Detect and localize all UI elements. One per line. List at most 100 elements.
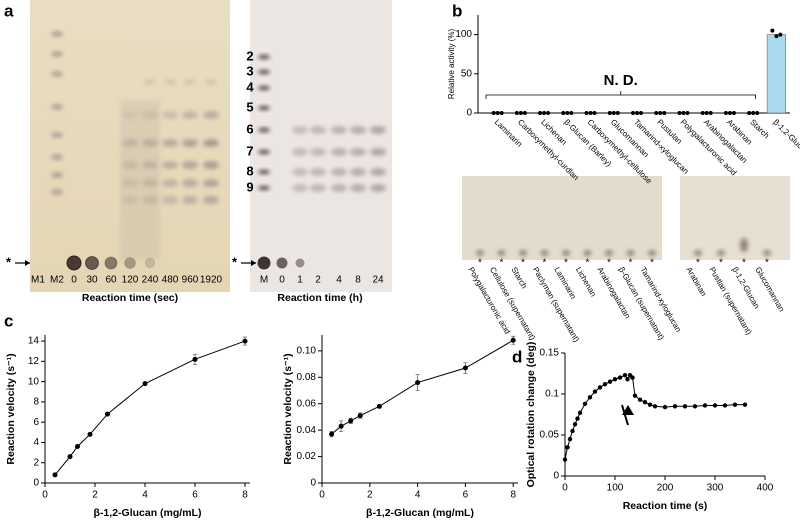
point <box>522 111 527 115</box>
lane-label: 0 <box>71 275 77 286</box>
x-tick-label: 100 <box>607 483 624 494</box>
asterisk: * <box>521 258 525 269</box>
point <box>677 111 682 115</box>
spot <box>694 250 702 256</box>
lane-label: 480 <box>162 275 179 286</box>
marker-label: 5 <box>12 106 19 121</box>
panel-label: b <box>452 1 462 20</box>
spot <box>350 168 366 176</box>
y-tick-label: 0.02 <box>297 451 317 462</box>
point <box>575 416 580 421</box>
lane-label: 4 <box>336 275 342 286</box>
x-axis-title: Reaction time (s) <box>623 500 708 512</box>
point <box>625 377 630 382</box>
y-axis-title: Relative activity (%) <box>447 29 456 100</box>
axis-title: Reaction time (h) <box>277 292 362 304</box>
asterisk: * <box>719 258 723 269</box>
point <box>192 356 198 362</box>
spot <box>51 154 63 160</box>
spot <box>292 126 308 134</box>
spot <box>258 149 270 155</box>
point <box>612 377 618 382</box>
tlc-spots <box>51 31 771 271</box>
marker-label: 9 <box>246 179 253 194</box>
x-tick-label: 300 <box>707 483 724 494</box>
point <box>708 111 713 115</box>
marker-label: 8 <box>246 163 253 178</box>
lane-label: 2 <box>315 275 321 286</box>
point <box>565 111 570 115</box>
marker-label: 3 <box>12 53 19 68</box>
point <box>632 393 638 398</box>
spot <box>562 250 570 256</box>
point <box>538 111 543 115</box>
spot <box>162 196 178 204</box>
spot <box>164 79 176 85</box>
spot <box>51 104 63 110</box>
point <box>692 404 698 409</box>
x-tick-label: 8 <box>510 490 516 501</box>
y-tick-label: 0.15 <box>540 348 560 359</box>
spot <box>519 250 527 256</box>
asterisk: * <box>696 258 700 269</box>
point <box>727 111 732 115</box>
tlc-plate <box>250 0 392 292</box>
spot <box>205 79 217 85</box>
y-tick-label: 4 <box>33 437 39 448</box>
spot <box>583 250 592 256</box>
spot <box>276 257 288 269</box>
y-tick-label: 14 <box>28 336 40 347</box>
spot <box>182 139 198 147</box>
spot <box>370 126 386 134</box>
point <box>622 372 628 378</box>
spot <box>292 168 308 176</box>
lane-label: Paclyman (supernatant) <box>531 266 581 344</box>
spot <box>331 168 347 176</box>
marker-label: 7 <box>246 143 253 158</box>
arrow-head <box>25 260 30 266</box>
spot <box>717 250 725 256</box>
x-tick-label: 6 <box>463 490 469 501</box>
point <box>642 400 648 405</box>
spot <box>184 79 196 85</box>
x-tick-label: 0 <box>319 490 325 501</box>
point <box>602 381 608 387</box>
x-tick-label: 4 <box>142 490 148 501</box>
x-axis-title: β-1,2-Glucan (mg/mL) <box>94 507 202 519</box>
arrow-head <box>622 405 634 415</box>
point <box>561 111 566 115</box>
spot <box>144 79 156 85</box>
marker-label: 6 <box>246 121 253 136</box>
point <box>723 111 728 115</box>
point <box>712 403 718 408</box>
lane-label: 960 <box>182 275 199 286</box>
point <box>565 445 570 450</box>
spot <box>310 148 326 156</box>
asterisk: * <box>765 258 769 269</box>
point <box>242 338 248 344</box>
point <box>542 111 547 115</box>
point <box>682 404 688 409</box>
tlc-plate <box>680 176 790 260</box>
panel-label: d <box>512 347 522 366</box>
lane-label: M2 <box>50 275 64 286</box>
marker-label: 4 <box>12 73 20 88</box>
point <box>731 111 736 115</box>
line <box>331 339 514 435</box>
y-tick-label: 0 <box>466 108 472 119</box>
marker-label: 7 <box>12 156 19 171</box>
y-tick-label: 0.08 <box>297 372 317 383</box>
lane-label: 1920 <box>200 275 223 286</box>
lane-label: 240 <box>142 275 159 286</box>
marker-label: 2 <box>246 48 253 63</box>
point <box>639 111 643 115</box>
point <box>747 111 752 115</box>
point <box>742 402 748 407</box>
point <box>755 111 760 115</box>
spot <box>162 161 178 169</box>
smear <box>120 100 160 260</box>
point <box>462 365 468 371</box>
point <box>584 111 589 115</box>
spot <box>51 172 63 178</box>
lane-label: 30 <box>86 275 98 286</box>
